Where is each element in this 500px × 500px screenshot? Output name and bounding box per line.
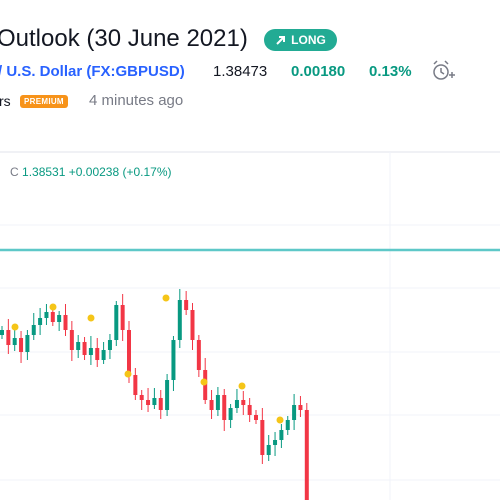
candle-body [120, 305, 125, 330]
premium-badge: PREMIUM [20, 95, 68, 108]
signal-dot [276, 416, 284, 424]
legend-close: 1.38531 [22, 165, 66, 179]
candle-body [184, 300, 189, 310]
candle-body [0, 330, 4, 335]
change: 0.00180 [291, 63, 346, 80]
candle-body [127, 330, 131, 375]
candle-body [146, 400, 151, 405]
candle-body [88, 348, 93, 355]
candle-body [234, 400, 239, 408]
candle-body [177, 300, 182, 340]
candle-body [69, 330, 74, 350]
signal-dot [162, 294, 170, 302]
candle-body [63, 315, 68, 330]
change-pct: 0.13% [369, 63, 412, 80]
signal-dot [87, 314, 95, 322]
long-badge[interactable]: LONG [264, 29, 337, 51]
badge-text: LONG [291, 33, 326, 47]
post-time: 4 minutes ago [89, 92, 184, 109]
candle-body [260, 420, 265, 455]
candle-body [171, 340, 176, 380]
candle-body [273, 440, 278, 445]
candle-body [38, 318, 43, 325]
candle-body [31, 325, 36, 335]
candle-body [228, 408, 233, 420]
candle-body [196, 340, 201, 370]
candle-body [266, 445, 271, 455]
candle-body [6, 330, 11, 345]
candle-body [19, 338, 24, 352]
candle-body [57, 315, 62, 322]
symbol-ticker: (FX:GBPUSD) [86, 63, 185, 80]
candle-body [190, 310, 195, 340]
candle-body [215, 395, 220, 410]
candle-body [107, 340, 112, 350]
candle-body [152, 398, 157, 405]
candle-body [254, 415, 258, 420]
price: 1.38473 [213, 63, 268, 80]
candle-body [292, 405, 297, 420]
candle-body [158, 398, 163, 410]
candle-body [209, 400, 214, 410]
candle-body [139, 395, 144, 400]
signal-dot [11, 323, 19, 331]
legend-change: +0.00238 [68, 165, 120, 179]
candle-body [279, 430, 284, 440]
ohlc-legend: C 1.38531 +0.00238 (+0.17%) [10, 165, 172, 179]
signal-dot [200, 378, 208, 386]
candle-body [298, 405, 303, 410]
signal-dot [238, 382, 246, 390]
candle-body [165, 380, 170, 410]
candle-body [82, 342, 87, 355]
arrow-icon [276, 35, 286, 45]
candle-body [285, 420, 290, 430]
legend-label: C [10, 165, 19, 179]
candle-body [114, 305, 119, 340]
author[interactable]: rs [0, 93, 11, 109]
candle-body [76, 342, 81, 350]
candle-body [101, 350, 106, 360]
symbol-link[interactable]: / U.S. Dollar (FX:GBPUSD) [0, 63, 185, 80]
candle-body [222, 395, 227, 420]
candle-body [44, 312, 49, 318]
candle-body [133, 375, 138, 395]
idea-title: Outlook (30 June 2021) [0, 25, 248, 52]
symbol-name: / U.S. Dollar [0, 63, 83, 80]
candle-body [12, 338, 17, 345]
signal-dot [49, 303, 57, 311]
candle-body [247, 405, 252, 415]
candle-body [25, 335, 30, 352]
signal-dot [124, 370, 132, 378]
candle-body [50, 312, 55, 322]
candle-body [95, 348, 100, 360]
alert-icon[interactable] [433, 60, 455, 80]
candle-body [304, 410, 309, 500]
legend-change-pct: (+0.17%) [122, 165, 172, 179]
candle-body [241, 400, 246, 405]
